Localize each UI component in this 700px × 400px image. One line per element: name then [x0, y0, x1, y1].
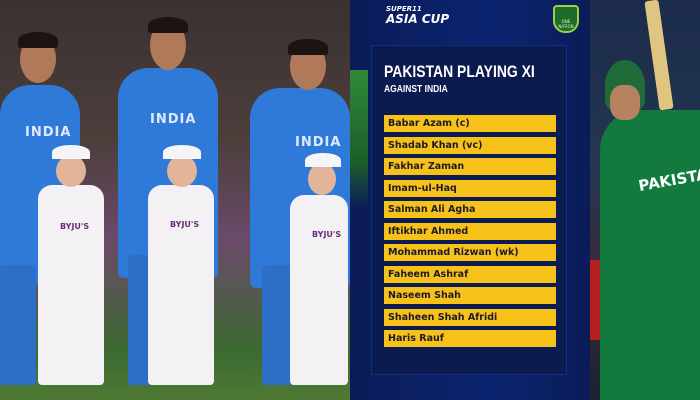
title: PAKISTAN PLAYING XI — [384, 62, 535, 81]
child-head — [167, 155, 197, 187]
player-row: Shaheen Shah Afridi — [384, 308, 556, 326]
player-row: Mohammad Rizwan (wk) — [384, 244, 556, 261]
child-mascot — [148, 185, 214, 385]
pakistan-player-photo: PAKISTAN — [590, 0, 700, 400]
player-row: Faheem Ashraf — [384, 265, 556, 283]
cricket-bat — [644, 0, 674, 111]
player-face — [610, 85, 640, 120]
player-body — [600, 110, 700, 400]
player-hair — [18, 32, 58, 48]
child-cap — [305, 153, 341, 167]
shirt-text: BYJU'S — [60, 222, 90, 231]
player-hair — [148, 17, 188, 33]
leg-pad — [0, 265, 36, 385]
player-row: Iftikhar Ahmed — [384, 222, 556, 240]
pcb-badge: ONE NATION — [553, 5, 579, 33]
child-head — [308, 163, 336, 195]
green-accent — [350, 70, 368, 300]
subtitle: AGAINST INDIA — [384, 84, 448, 95]
player-row: Salman Ali Agha — [384, 201, 556, 218]
child-head — [56, 155, 86, 187]
player-row: Babar Azam (c) — [384, 115, 556, 132]
player-row: Haris Rauf — [384, 330, 556, 347]
player-row: Fakhar Zaman — [384, 158, 556, 175]
asia-cup-logo: SUPER11 ASIA CUP — [358, 5, 450, 26]
player-hair — [288, 39, 328, 55]
jersey-text: INDIA — [25, 125, 72, 140]
child-mascot — [38, 185, 104, 385]
playing-xi-graphic: SUPER11 ASIA CUP ONE NATION PAKISTAN PLA… — [350, 0, 590, 400]
player-row: Shadab Khan (vc) — [384, 136, 556, 154]
jersey-text: INDIA — [295, 135, 342, 150]
jersey-text: INDIA — [150, 112, 197, 127]
player-row: Naseem Shah — [384, 287, 556, 304]
india-team-photo: INDIA INDIA INDIA BYJU'S BYJU'S BYJU'S — [0, 0, 350, 400]
lineup-panel: PAKISTAN PLAYING XI AGAINST INDIA Babar … — [371, 45, 567, 375]
shirt-text: BYJU'S — [170, 220, 200, 229]
logo-name: ASIA CUP — [386, 12, 450, 26]
shirt-text: BYJU'S — [312, 230, 342, 239]
child-mascot — [290, 195, 348, 385]
child-cap — [163, 145, 201, 159]
logo-super: SUPER11 — [386, 5, 422, 13]
player-row: Imam-ul-Haq — [384, 179, 556, 197]
child-cap — [52, 145, 90, 159]
